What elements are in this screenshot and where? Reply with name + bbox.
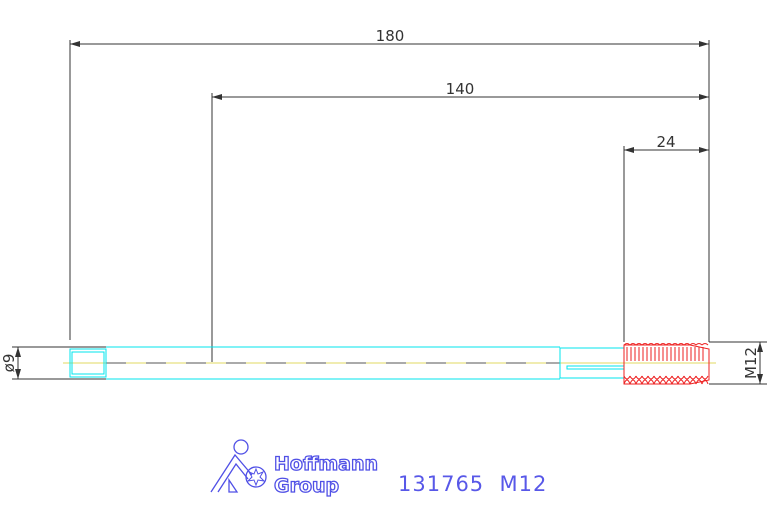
dimension-lines [12, 40, 767, 385]
dim-overall-length: 180 [376, 27, 405, 45]
dim-thread-length: 24 [656, 133, 675, 151]
part-label: 131765 M12 [398, 472, 547, 496]
logo-line2: Group [274, 475, 339, 497]
flute-slot [566, 365, 625, 370]
square-drive [69, 348, 107, 378]
hoffmann-logo: Hoffmann Group [210, 439, 379, 498]
dim-shank-length: 140 [446, 80, 475, 98]
dim-thread-size: M12 [742, 347, 760, 379]
logo-line1: Hoffmann [274, 453, 378, 475]
tap-body [63, 343, 716, 385]
thread [623, 343, 710, 385]
dim-shank-diameter: ø9 [0, 354, 18, 373]
